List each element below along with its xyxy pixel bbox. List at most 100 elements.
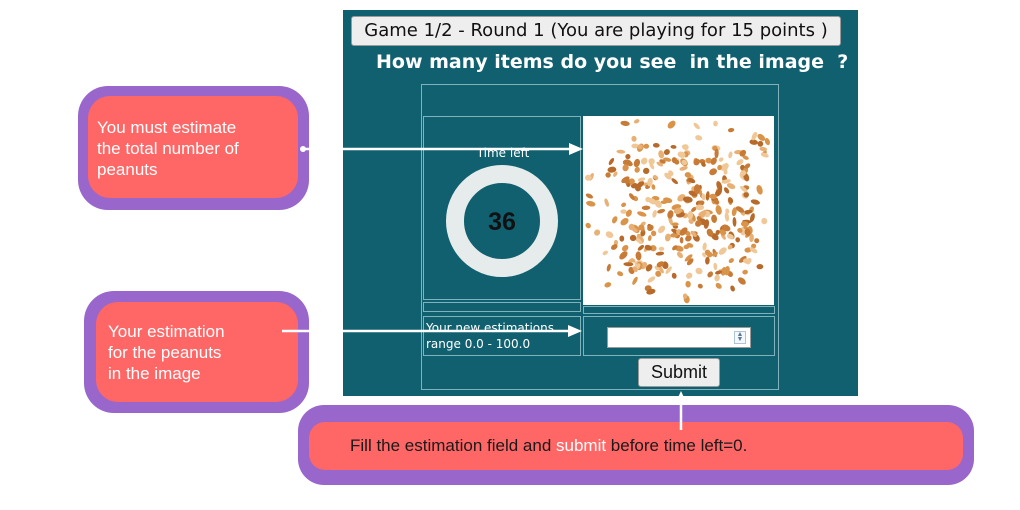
peanut: [658, 246, 665, 251]
peanut: [723, 169, 728, 175]
submit-button[interactable]: Submit: [638, 358, 720, 387]
peanut: [724, 266, 730, 276]
peanut: [667, 210, 674, 219]
peanut: [663, 149, 670, 156]
callout-estimation: Your estimation for the peanuts in the i…: [96, 302, 298, 402]
peanut: [646, 288, 656, 295]
peanut: [607, 166, 617, 173]
peanut: [676, 251, 684, 259]
peanut: [658, 265, 664, 274]
peanut: [625, 153, 631, 160]
peanut: [717, 164, 722, 171]
peanut: [602, 250, 608, 256]
estimation-label-line2: range 0.0 - 100.0: [426, 337, 531, 351]
peanut: [690, 230, 697, 238]
peanut: [594, 229, 601, 236]
peanut: [619, 251, 628, 260]
peanut: [673, 207, 682, 215]
peanut: [628, 178, 635, 185]
peanut: [716, 181, 723, 191]
peanut: [637, 211, 647, 217]
peanut: [645, 264, 653, 272]
peanut: [621, 245, 629, 252]
peanut: [723, 187, 730, 194]
callout-peanuts-line2: the total number of: [97, 139, 239, 158]
peanut: [727, 127, 735, 133]
callout-submit-highlight: submit: [556, 436, 607, 455]
peanut: [623, 262, 634, 267]
peanut: [688, 218, 694, 224]
peanut: [620, 218, 629, 226]
peanut: [739, 149, 747, 157]
peanut: [720, 163, 729, 171]
timer-frame: [423, 116, 581, 300]
callout-peanuts: You must estimate the total number of pe…: [88, 96, 298, 198]
peanut: [750, 199, 760, 205]
estimation-input[interactable]: [607, 327, 751, 348]
peanut: [695, 204, 705, 211]
peanut: [697, 283, 703, 289]
peanut: [721, 179, 731, 184]
peanut: [669, 232, 679, 238]
peanut: [709, 168, 717, 176]
peanut: [686, 258, 694, 266]
peanut: [647, 224, 654, 231]
callout-estimation-highlight: estimation: [147, 322, 225, 341]
peanut: [679, 236, 684, 244]
peanut: [757, 133, 766, 141]
peanut: [701, 193, 706, 201]
peanut: [586, 200, 596, 207]
peanut: [585, 222, 591, 229]
peanut: [637, 244, 645, 251]
peanut: [622, 164, 629, 172]
number-spinner-icon[interactable]: ▲ ▼: [734, 331, 746, 344]
peanut: [726, 233, 734, 240]
peanut: [620, 209, 627, 214]
peanut: [664, 233, 671, 242]
peanut: [683, 244, 690, 250]
callout-submit: Fill the estimation field and submit bef…: [309, 422, 963, 470]
peanut: [754, 238, 760, 244]
peanut: [736, 159, 744, 166]
peanut: [679, 166, 688, 171]
round-info-button[interactable]: Game 1/2 - Round 1 (You are playing for …: [351, 16, 841, 46]
peanut: [620, 120, 630, 126]
peanut: [657, 208, 666, 214]
question-title: How many items do you see in the image ?: [376, 51, 849, 73]
peanut: [647, 177, 653, 187]
peanut: [632, 266, 638, 272]
peanut: [757, 140, 764, 147]
peanut: [629, 234, 637, 242]
peanut: [744, 163, 751, 169]
peanut: [656, 261, 665, 268]
peanut: [654, 200, 662, 208]
peanut: [665, 266, 672, 274]
peanut: [671, 178, 678, 185]
peanut: [713, 120, 718, 127]
peanut: [737, 227, 743, 233]
peanut: [658, 150, 665, 159]
peanut: [625, 209, 632, 217]
peanut: [713, 198, 720, 205]
peanut: [605, 172, 611, 178]
peanut: [705, 256, 710, 265]
peanut: [718, 157, 724, 162]
peanut: [695, 220, 702, 227]
peanut: [743, 191, 750, 198]
peanut: [724, 212, 730, 222]
peanut: [619, 235, 625, 242]
peanut: [672, 245, 678, 251]
peanut: [585, 193, 594, 199]
peanut: [629, 193, 635, 201]
peanut: [617, 271, 624, 277]
peanut: [626, 160, 633, 167]
peanut: [728, 151, 733, 159]
peanut: [705, 191, 710, 201]
peanut: [655, 270, 662, 277]
peanut: [647, 235, 652, 242]
peanut: [720, 229, 726, 236]
peanut: [742, 155, 749, 160]
peanut: [751, 131, 758, 141]
peanut: [732, 217, 737, 227]
peanut: [740, 221, 749, 227]
